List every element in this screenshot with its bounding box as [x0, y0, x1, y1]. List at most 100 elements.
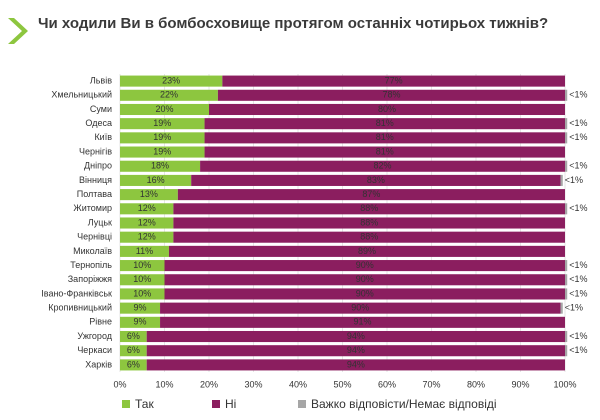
bar-segment — [146, 345, 565, 357]
y-tick-label: Тернопіль — [70, 260, 112, 270]
y-tick-label: Дніпро — [84, 161, 112, 171]
bar-segment — [173, 203, 565, 215]
bar-segment — [120, 231, 174, 243]
data-label: 87% — [362, 189, 380, 199]
data-label: 77% — [385, 75, 403, 85]
bar-segment — [120, 345, 147, 357]
x-tick-label: 80% — [467, 379, 485, 389]
bar-segment — [120, 217, 174, 229]
bar-segment — [120, 302, 161, 314]
data-label: 90% — [351, 303, 369, 313]
bar-segment — [160, 302, 561, 314]
x-tick-label: 10% — [155, 379, 173, 389]
data-label: 94% — [347, 345, 365, 355]
bar-segment — [565, 260, 568, 272]
y-tick-label: Черкаси — [77, 345, 112, 355]
bar-segment — [200, 160, 565, 172]
data-label: 10% — [133, 274, 151, 284]
bar-segment — [120, 330, 147, 343]
logo-chevron — [8, 18, 28, 44]
data-label: <1% — [565, 175, 583, 185]
y-tick-label: Хмельницький — [51, 90, 112, 100]
data-label: <1% — [569, 90, 587, 100]
data-label: 94% — [347, 359, 365, 369]
x-tick-label: 40% — [289, 379, 307, 389]
y-tick-label: Львів — [90, 75, 112, 85]
bar-segment — [565, 118, 568, 130]
data-label: 19% — [153, 118, 171, 128]
bar-segment — [191, 174, 561, 186]
data-label: 19% — [153, 146, 171, 156]
chart-title: Чи ходили Ви в бомбосховище протягом ост… — [38, 15, 549, 32]
bar-segment — [120, 89, 218, 101]
bar-segment — [204, 118, 566, 130]
bar-segment — [565, 330, 568, 343]
bar-segment — [120, 118, 205, 130]
x-tick-label: 50% — [333, 379, 351, 389]
y-tick-label: Вінниця — [79, 175, 112, 185]
data-label: <1% — [569, 288, 587, 298]
bar-segment — [160, 316, 566, 328]
data-label: 94% — [347, 331, 365, 341]
y-tick-label: Івано-Франківськ — [41, 288, 112, 298]
x-tick-label: 0% — [113, 379, 126, 389]
data-label: <1% — [569, 274, 587, 284]
bar-segment — [120, 359, 147, 371]
bar-segment — [164, 274, 565, 286]
y-tick-label: Чернігів — [79, 146, 112, 156]
x-tick-label: 20% — [200, 379, 218, 389]
data-label: 22% — [160, 90, 178, 100]
data-label: <1% — [565, 303, 583, 313]
data-label: 10% — [133, 260, 151, 270]
bar-segment — [120, 274, 165, 286]
data-label: 6% — [127, 345, 140, 355]
data-label: 9% — [134, 303, 147, 313]
data-label: 83% — [367, 175, 385, 185]
data-label: 90% — [356, 288, 374, 298]
data-label: 10% — [133, 288, 151, 298]
bar-segment — [560, 174, 563, 186]
x-tick-label: 100% — [553, 379, 576, 389]
y-tick-label: Луцьк — [88, 217, 112, 227]
bar-segment — [565, 203, 568, 215]
bar-segment — [222, 75, 565, 87]
bar-segment — [173, 231, 565, 243]
bar-segment — [565, 288, 568, 300]
bar-segment — [209, 103, 565, 116]
data-label: 18% — [151, 161, 169, 171]
data-label: 91% — [354, 317, 372, 327]
data-label: 13% — [140, 189, 158, 199]
data-label: 82% — [374, 161, 392, 171]
bar-segment — [164, 288, 565, 300]
bar-segment — [120, 160, 201, 172]
data-label: 88% — [360, 203, 378, 213]
bar-segment — [168, 245, 565, 257]
data-label: 88% — [360, 217, 378, 227]
legend-swatch — [298, 400, 306, 408]
data-label: 9% — [134, 317, 147, 327]
data-label: 12% — [138, 232, 156, 242]
y-tick-label: Полтава — [77, 189, 112, 199]
x-tick-label: 30% — [244, 379, 262, 389]
y-tick-label: Кропивницький — [48, 303, 112, 313]
legend-swatch — [122, 400, 130, 408]
legend-swatch — [212, 400, 220, 408]
data-label: 11% — [136, 246, 153, 256]
y-tick-label: Ужгород — [77, 331, 112, 341]
bar-segment — [120, 174, 192, 186]
bar-segment — [565, 274, 568, 286]
x-tick-label: 70% — [422, 379, 440, 389]
bar-segment — [204, 146, 566, 158]
legend-label: Ні — [225, 397, 236, 411]
data-label: 89% — [358, 246, 376, 256]
data-label: 78% — [382, 90, 400, 100]
y-tick-label: Чернівці — [77, 232, 112, 242]
y-tick-label: Суми — [90, 104, 112, 114]
data-label: 19% — [153, 132, 171, 142]
y-tick-label: Харків — [85, 359, 112, 369]
data-label: <1% — [569, 345, 587, 355]
data-label: 12% — [138, 203, 156, 213]
data-label: 16% — [147, 175, 165, 185]
